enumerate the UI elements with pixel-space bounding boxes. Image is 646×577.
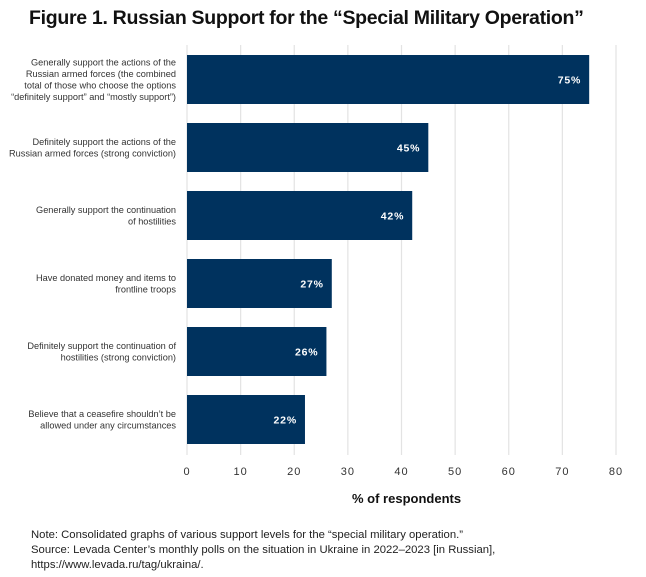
bars: 75% 45% 42% 27% 26% 22%: [187, 55, 590, 444]
x-tick-label: 20: [287, 466, 301, 478]
category-label: Believe that a ceasefire shouldn’t be all…: [28, 409, 176, 431]
category-label: Generally support the actions of the Russ…: [11, 57, 176, 102]
bar-value-label: 45%: [397, 143, 420, 155]
x-tick-label: 0: [183, 466, 190, 478]
bar-value-label: 27%: [300, 279, 323, 291]
bar: [187, 55, 590, 104]
category-label: Definitely support the actions of the Rus…: [9, 137, 176, 159]
x-tick-label: 40: [394, 466, 408, 478]
source-text: Source: Levada Center’s monthly polls on…: [31, 544, 496, 556]
x-tick-label: 80: [609, 466, 623, 478]
bar-value-label: 75%: [558, 75, 581, 87]
chart-title: Figure 1. Russian Support for the “Speci…: [29, 7, 584, 29]
category-labels: Generally support the actions of the Russ…: [9, 57, 176, 430]
bar-value-label: 42%: [381, 211, 404, 223]
x-tick-label: 70: [555, 466, 569, 478]
x-tick-label: 10: [234, 466, 248, 478]
bar-value-label: 22%: [274, 415, 297, 427]
x-tick-labels: 0 10 20 30 40 50 60 70 80: [183, 466, 623, 478]
category-label: Have donated money and items to frontline…: [36, 273, 176, 295]
bar: [187, 327, 327, 376]
bar-value-label: 26%: [295, 347, 318, 359]
source-url: https://www.levada.ru/tag/ukraina/.: [31, 559, 204, 571]
chart-notes: Note: Consolidated graphs of various sup…: [31, 528, 495, 573]
bar: [187, 395, 305, 444]
x-tick-label: 50: [448, 466, 462, 478]
category-label: Definitely support the continuation of ho…: [27, 341, 176, 363]
x-axis-label: % of respondents: [352, 491, 462, 506]
category-label: Generally support the continuation of hos…: [36, 205, 176, 227]
bar: [187, 123, 429, 172]
x-tick-label: 60: [502, 466, 516, 478]
gridlines: [186, 45, 617, 455]
note-text: Note: Consolidated graphs of various sup…: [31, 529, 464, 541]
bar: [187, 259, 332, 308]
x-tick-label: 30: [341, 466, 355, 478]
bar: [187, 191, 413, 240]
